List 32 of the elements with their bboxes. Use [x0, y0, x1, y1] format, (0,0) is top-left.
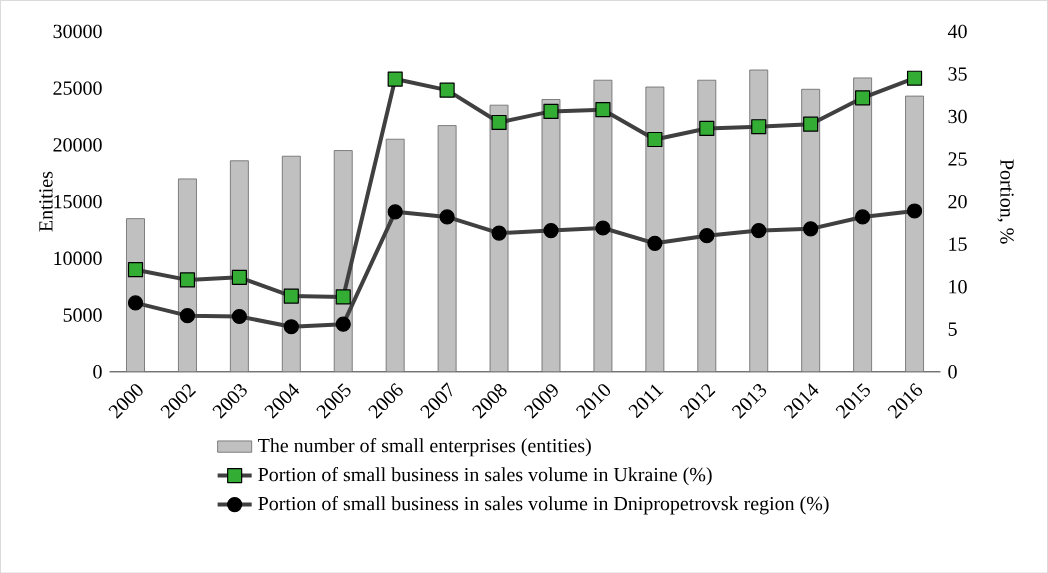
- bar: [749, 69, 769, 372]
- y-tick-label: 5000: [63, 308, 102, 322]
- y2-tick-label: 10: [949, 279, 967, 294]
- bar: [853, 77, 873, 372]
- bar: [489, 104, 509, 372]
- bar: [645, 86, 665, 372]
- bar: [541, 98, 561, 372]
- bar: [593, 79, 613, 372]
- bar: [385, 138, 405, 372]
- y-tick-label: 10000: [54, 251, 102, 265]
- y-tick-label: 30000: [53, 24, 102, 38]
- bar: [697, 79, 717, 372]
- y2-tick-label: 0: [948, 364, 957, 379]
- y-tick-label: 25000: [53, 81, 102, 95]
- y2-tick-label: 20: [948, 194, 967, 209]
- legend-label: Portion of small business in sales volume in Dnipropetrovsk region (%): [258, 495, 829, 515]
- y-axis-title: Entities: [39, 171, 53, 232]
- bar: [437, 124, 457, 372]
- y-tick-label: 15000: [54, 194, 102, 209]
- legend-label: The number of small enterprises (entities): [258, 437, 591, 457]
- y2-tick-label: 40: [947, 24, 967, 38]
- bar: [801, 88, 821, 372]
- y-tick-label: 0: [93, 364, 102, 379]
- y2-tick-label: 5: [948, 322, 957, 336]
- legend-label: Portion of small business in sales volume in Ukraine (%): [258, 466, 712, 486]
- y2-axis-title: Portion, %: [997, 159, 1014, 244]
- y-tick-label: 20000: [53, 137, 102, 152]
- y2-tick-label: 35: [948, 67, 967, 81]
- y2-tick-label: 25: [948, 152, 967, 166]
- bar: [905, 95, 924, 372]
- y2-tick-label: 15: [949, 237, 967, 251]
- y2-tick-label: 30: [948, 109, 967, 124]
